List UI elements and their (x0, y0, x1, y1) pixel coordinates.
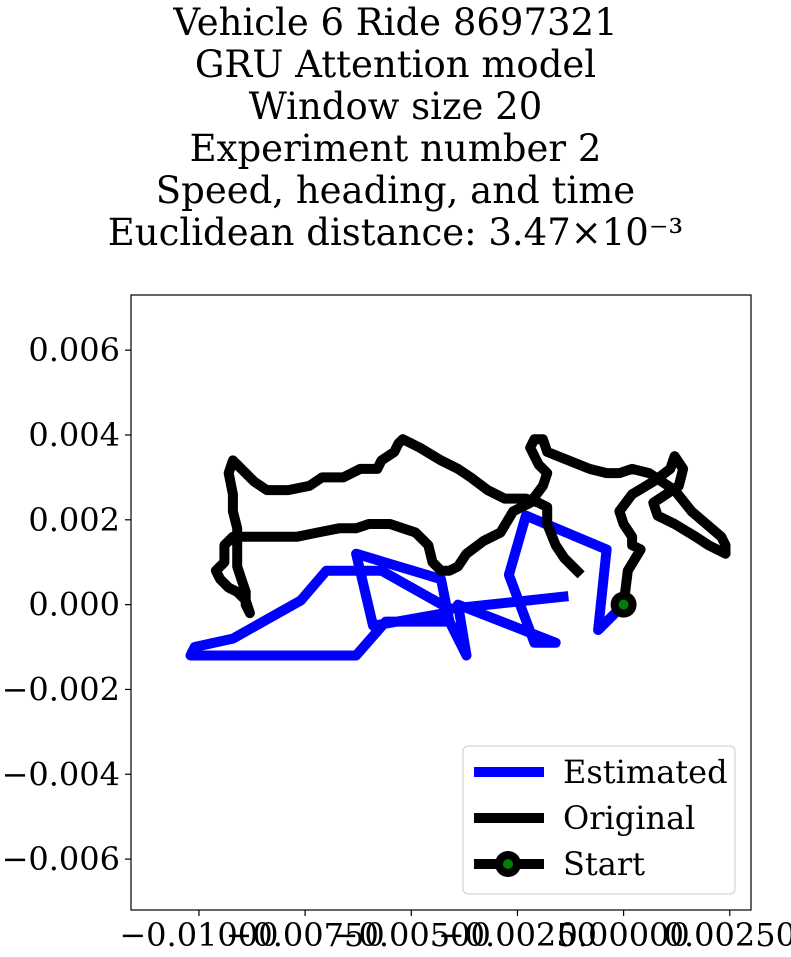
legend-box (462, 745, 736, 895)
axis-ticks: −0.01000−0.00750−0.00500−0.002500.000000… (2, 331, 791, 954)
x-tick-label: 0.00250 (664, 916, 791, 954)
plot-frame (130, 294, 752, 911)
legend-label-estimated: Estimated (563, 753, 728, 791)
y-tick-label: 0.006 (28, 331, 120, 369)
title-line-features: Speed, heading, and time (155, 169, 636, 212)
legend-label-original: Original (563, 799, 695, 837)
y-tick-label: −0.006 (2, 840, 120, 878)
x-tick-label: −0.00750 (226, 916, 385, 954)
title-line-model: GRU Attention model (194, 43, 597, 86)
x-tick-label: 0.00000 (557, 916, 689, 954)
start-marker-center (618, 599, 629, 610)
title-line-distance: Euclidean distance: 3.47×10⁻³ (107, 211, 684, 254)
x-tick-label: −0.00250 (438, 916, 597, 954)
series-line-original (210, 434, 731, 619)
y-tick-label: 0.004 (28, 416, 120, 454)
y-tick-label: 0.000 (28, 586, 120, 624)
legend-swatch-start-center (503, 859, 513, 869)
title-line-window: Window size 20 (248, 85, 543, 128)
y-tick-label: −0.004 (2, 755, 120, 793)
title-line-ride: Vehicle 6 Ride 8697321 (173, 1, 618, 44)
legend: Estimated Original Start (462, 745, 736, 895)
chart-title: Vehicle 6 Ride 8697321 GRU Attention mod… (0, 2, 791, 254)
series-layer (185, 434, 731, 661)
y-tick-label: 0.002 (28, 501, 120, 539)
legend-label-start: Start (563, 845, 645, 883)
y-tick-label: −0.002 (2, 670, 120, 708)
x-tick-label: −0.01000 (119, 916, 278, 954)
x-tick-label: −0.00500 (332, 916, 491, 954)
title-line-experiment: Experiment number 2 (189, 127, 602, 170)
series-line-estimated (185, 510, 628, 661)
